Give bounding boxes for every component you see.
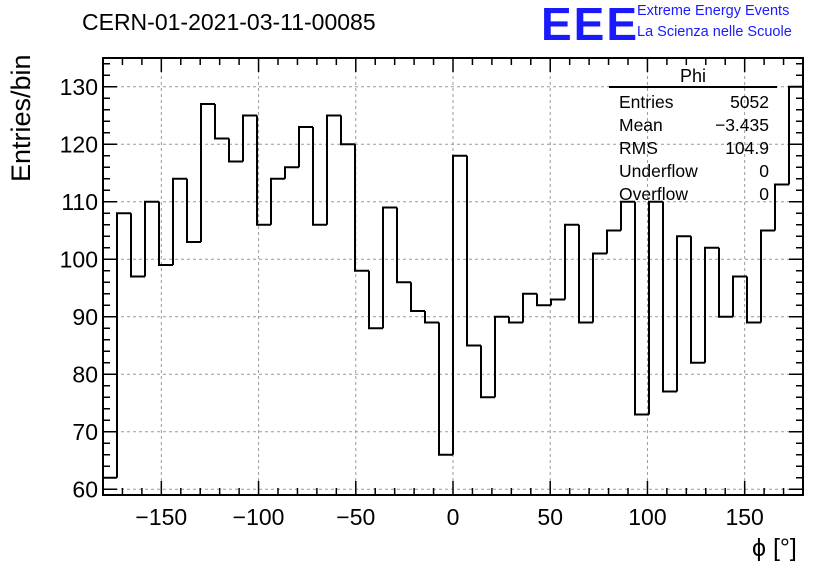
y-tick-label: 120 (60, 131, 98, 157)
x-tick-label: 150 (725, 504, 763, 530)
stats-label: RMS (619, 138, 658, 158)
x-tick-label: −150 (135, 504, 187, 530)
y-tick-label: 110 (61, 189, 98, 215)
histogram-bin (186, 178, 201, 243)
y-tick-label: 60 (72, 476, 98, 502)
histogram-bin (438, 322, 453, 456)
histogram-bin (130, 213, 145, 278)
histogram-bin (648, 200, 663, 415)
histogram-bin (774, 183, 789, 231)
stats-label: Overflow (619, 184, 689, 204)
x-tick-label: 100 (628, 504, 666, 530)
stats-row-rms: RMS 104.9 (609, 137, 777, 160)
histogram-bin (494, 315, 509, 398)
histogram-bin (410, 282, 425, 312)
stats-histogram-name: Phi (679, 66, 706, 86)
histogram-bin (144, 200, 159, 277)
histogram-bin (214, 104, 229, 140)
histogram-bin (592, 252, 607, 323)
x-tick-label: −50 (336, 504, 375, 530)
histogram-bin (116, 212, 131, 478)
histogram-bin (480, 345, 495, 399)
logo-text-line-1: Extreme Energy Events (637, 3, 790, 19)
histogram-bin (564, 223, 579, 300)
stats-row-underflow: Underflow 0 (609, 160, 777, 183)
histogram-bin (256, 115, 271, 226)
y-tick-label: 80 (72, 361, 98, 387)
histogram-bin (550, 298, 565, 306)
stats-label: Mean (619, 115, 663, 135)
histogram-bin (536, 293, 551, 307)
stats-value: −3.435 (714, 115, 769, 135)
histogram-bin (382, 206, 397, 329)
stats-box: Phi Entries 5052 Mean −3.435 RMS 104.9 U… (609, 66, 777, 206)
eee-logo: EEE (541, 0, 640, 50)
histogram-bin (228, 138, 243, 163)
histogram-bin (270, 177, 285, 225)
histogram-bin (298, 126, 313, 168)
histogram-bin (690, 236, 705, 364)
histogram-bin (634, 201, 649, 416)
stats-label: Underflow (619, 161, 698, 181)
histogram-bin (788, 85, 803, 185)
histogram-bin (620, 200, 635, 231)
histogram-bin (158, 201, 173, 266)
histogram-bin (718, 247, 733, 318)
stats-row-entries: Entries 5052 (609, 91, 777, 114)
histogram-bin (606, 229, 621, 254)
histogram-bin (326, 114, 341, 225)
stats-value: 5052 (730, 92, 769, 112)
x-axis-label: ϕ [°] (752, 534, 797, 562)
histogram-bin (732, 275, 747, 317)
stats-row-mean: Mean −3.435 (609, 114, 777, 137)
histogram-bin (354, 144, 369, 272)
histogram-bin (704, 246, 719, 363)
stats-value: 0 (759, 184, 769, 204)
histogram-bin (242, 114, 257, 162)
y-tick-label: 70 (72, 419, 98, 445)
x-tick-label: 0 (447, 504, 460, 530)
histogram-bin (522, 292, 537, 323)
stats-value: 0 (759, 161, 769, 181)
histogram-bin (676, 235, 691, 392)
x-tick-label: 50 (537, 504, 563, 530)
histogram-bin (340, 115, 355, 146)
y-axis-label: Entries/bin (6, 54, 36, 182)
stats-row-overflow: Overflow 0 (609, 183, 777, 206)
histogram-bin (368, 270, 383, 330)
chart-title: CERN-01-2021-03-11-00085 (82, 9, 376, 35)
histogram-bin (172, 177, 187, 265)
histogram-bin (746, 276, 761, 324)
histogram-bin (578, 224, 593, 324)
histogram-bin (424, 311, 439, 324)
histogram-bin (662, 201, 677, 393)
logo-text-line-2: La Scienza nelle Scuole (637, 24, 792, 40)
histogram-bin (312, 127, 327, 226)
histogram-bin (760, 229, 775, 323)
histogram-bin (466, 155, 481, 347)
histogram-bin (200, 103, 215, 242)
histogram-bin (396, 207, 411, 284)
y-tick-label: 90 (72, 304, 98, 330)
y-tick-label: 100 (60, 246, 98, 272)
x-tick-label: −100 (233, 504, 285, 530)
histogram-bin (452, 154, 467, 455)
histogram-bin (284, 166, 299, 179)
stats-value: 104.9 (725, 138, 769, 158)
stats-divider (609, 86, 777, 88)
stats-label: Entries (619, 92, 674, 112)
histogram-bin (508, 316, 523, 324)
y-tick-label: 130 (60, 74, 98, 100)
